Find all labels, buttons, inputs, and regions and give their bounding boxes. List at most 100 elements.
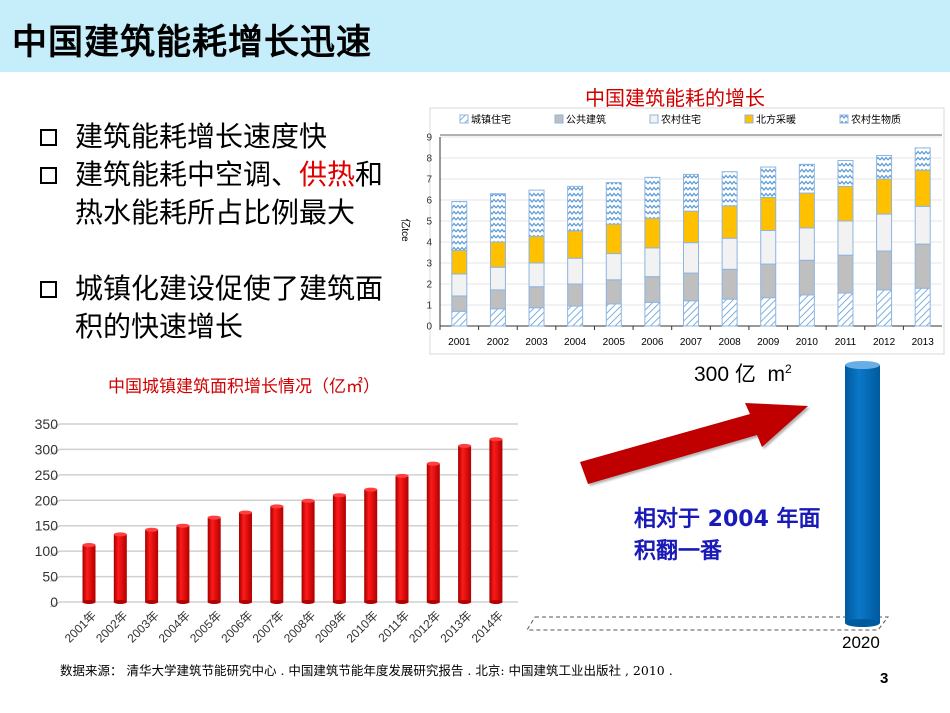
data-source: 数据来源： 清华大学建筑节能研究中心 . 中国建筑节能年度发展研究报告 . 北京…: [60, 663, 673, 678]
stacked-segment: [567, 230, 584, 259]
bar: [489, 439, 503, 602]
bar-top: [458, 443, 472, 448]
bar-bottom: [176, 600, 190, 604]
bar-chart-title: 中国城镇建筑面积增长情况（亿㎡）: [108, 377, 380, 397]
stacked-segment: [644, 176, 661, 219]
x-tick-label: 2005: [603, 337, 626, 348]
y-tick-label: 200: [35, 492, 59, 508]
x-tick-label: 2008年: [281, 608, 318, 645]
stacked-segment: [760, 166, 777, 198]
stacked-segment: [683, 272, 699, 302]
bar: [426, 463, 440, 602]
x-tick-label: 2007: [680, 337, 703, 348]
legend-label: 农村生物质: [851, 113, 901, 126]
stacked-segment: [683, 210, 699, 244]
stacked-segment: [451, 273, 468, 297]
stacked-segment: [721, 171, 738, 207]
x-tick-label: 2010年: [344, 608, 381, 645]
gridline: [49, 423, 518, 430]
legend-label: 公共建筑: [566, 113, 606, 126]
x-tick-label: 2006: [641, 337, 664, 348]
stacked-segment: [914, 205, 931, 245]
y-tick-label: 250: [35, 467, 59, 483]
x-tick-label: 2014年: [469, 608, 506, 645]
bullet-highlight: 供热: [299, 158, 356, 191]
stacked-segment: [837, 254, 854, 294]
x-tick-label: 2012: [873, 337, 896, 348]
y-tick-label: 7: [426, 175, 432, 186]
bar-top: [332, 493, 346, 498]
bar-top: [113, 532, 127, 537]
y-tick-label: 2: [426, 280, 432, 291]
y-tick-label: 6: [426, 196, 432, 207]
stacked-segment: [760, 263, 777, 299]
legend-swatch: [649, 114, 659, 124]
square-bullet-icon: [40, 129, 57, 146]
stacked-segment: [451, 295, 468, 312]
stacked-segment: [605, 303, 622, 327]
bullet-text-part: 和热水能耗所占比例最大: [75, 158, 384, 229]
bar-top: [270, 504, 284, 509]
x-tick-label: 2002: [487, 337, 510, 348]
bar-top: [145, 527, 159, 532]
bar-bottom: [145, 600, 159, 604]
x-tick-label: 2004: [564, 337, 587, 348]
stacked-segment: [876, 154, 893, 180]
stacked-segment: [605, 182, 622, 225]
stacked-segment: [798, 163, 815, 194]
projection-unit-sup: 2: [785, 362, 792, 376]
stacked-segment: [451, 249, 468, 275]
stacked-segment: [721, 205, 738, 239]
y-tick-label: 8: [426, 154, 432, 165]
stacked-segment: [914, 287, 931, 327]
bullet-text: 城镇化建设促使了建筑面积的快速增长: [75, 272, 384, 343]
legend-swatch: [744, 114, 754, 124]
bar: [176, 525, 190, 602]
stacked-segment: [876, 213, 893, 252]
y-tick-label: 50: [42, 569, 58, 585]
x-tick-label: 2009年: [312, 608, 349, 645]
bar-top: [395, 473, 409, 478]
bullet-text: 建筑能耗中空调、供热和热水能耗所占比例最大: [75, 156, 385, 232]
legend-swatch: [554, 114, 564, 124]
stacked-segment: [644, 217, 661, 249]
bar-top: [82, 543, 96, 548]
stacked-segment: [528, 307, 545, 327]
callout-line-2: 积翻一番: [634, 539, 723, 564]
projection-label: 300 亿 m2: [694, 358, 792, 388]
slide-title: 中国建筑能耗增长迅速: [12, 23, 373, 63]
stacked-segment: [451, 310, 468, 327]
y-tick-label: 300: [35, 441, 59, 457]
stacked-chart-title: 中国建筑能耗的增长: [585, 86, 765, 110]
stacked-segment: [644, 276, 661, 303]
x-tick-label: 2011: [835, 337, 857, 348]
bar-top: [239, 510, 252, 515]
stacked-segment: [605, 253, 622, 281]
bar-bottom: [364, 600, 378, 604]
stacked-segment: [721, 268, 738, 300]
bar-bottom: [395, 600, 409, 604]
stacked-segment: [644, 247, 661, 278]
stacked-segment: [760, 297, 777, 327]
stacked-segment: [876, 178, 893, 215]
bullet-text-part: 建筑能耗中空调、: [75, 158, 300, 191]
bar: [145, 529, 159, 602]
bar: [458, 445, 472, 602]
stacked-segment: [683, 173, 699, 212]
stacked-segment: [605, 279, 622, 305]
x-tick-label: 2005年: [187, 608, 224, 645]
bar: [270, 506, 284, 602]
gridline: [49, 448, 518, 456]
stacked-segment: [528, 286, 545, 309]
y-tick-label: 4: [426, 238, 432, 249]
x-tick-label: 2006年: [218, 608, 255, 645]
bar-bottom: [301, 600, 315, 604]
projection-value: 300 亿: [694, 363, 756, 386]
bar-top: [489, 437, 503, 442]
stacked-segment: [721, 237, 738, 270]
dashed-base: [526, 616, 890, 631]
stacked-segment: [489, 289, 506, 310]
stacked-segment: [760, 229, 777, 265]
stacked-segment: [489, 308, 506, 327]
x-tick-label: 2009: [757, 337, 780, 348]
